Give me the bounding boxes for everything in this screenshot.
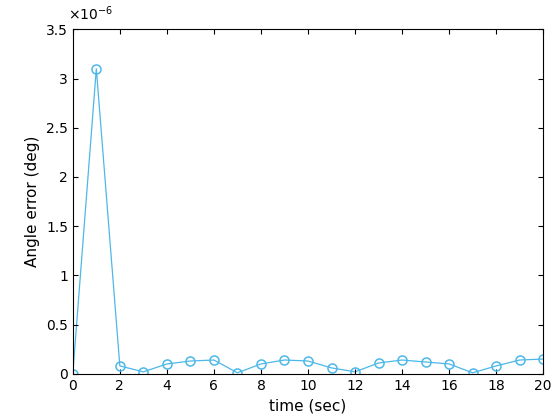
- Y-axis label: Angle error (deg): Angle error (deg): [25, 136, 40, 267]
- X-axis label: time (sec): time (sec): [269, 398, 347, 413]
- Text: $\times10^{-6}$: $\times10^{-6}$: [68, 4, 113, 23]
